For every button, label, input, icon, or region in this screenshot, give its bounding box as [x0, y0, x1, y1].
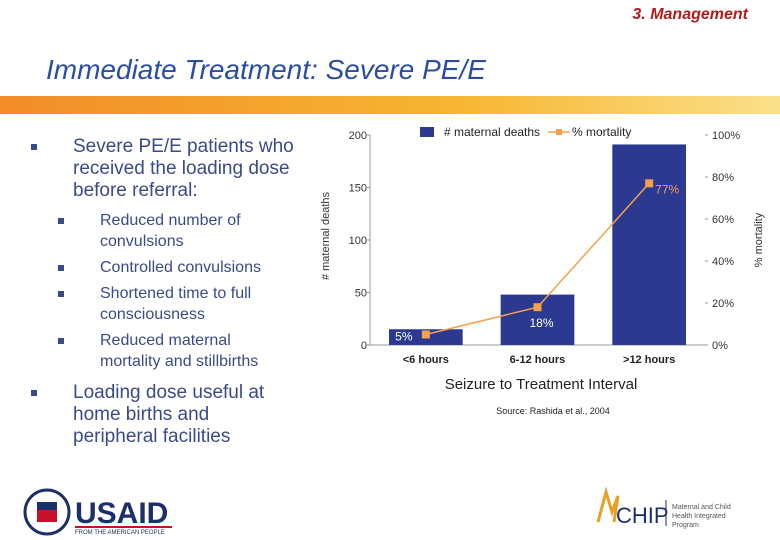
section-label: 3. Management — [632, 6, 748, 23]
bullet-text: Severe PE/E patients who received the lo… — [73, 136, 294, 201]
y2-tick-label: 80% — [712, 172, 734, 184]
bullet-list: Severe PE/E patients who received the lo… — [28, 136, 318, 448]
sub-bullet-marker — [58, 338, 64, 344]
mchip-tagline: Maternal and Child Health Integrated Pro… — [672, 504, 731, 529]
legend-label: % mortality — [572, 125, 631, 139]
x-tick-label: >12 hours — [623, 354, 675, 366]
chart-caption: Seizure to Treatment Interval — [445, 376, 638, 393]
usaid-seal-shield-top — [37, 502, 57, 510]
usaid-tagline: FROM THE AMERICAN PEOPLE — [75, 530, 165, 536]
line-marker — [421, 330, 430, 339]
x-tick-label: <6 hours — [403, 354, 449, 366]
y-axis-label: # maternal deaths — [320, 191, 332, 280]
y2-tick-label: 0% — [712, 340, 728, 352]
x-tick-label: 6-12 hours — [510, 354, 566, 366]
sub-bullet-text: Controlled convulsions — [100, 259, 261, 276]
sub-bullet-marker — [58, 265, 64, 271]
y-tick-label: 50 — [355, 288, 367, 300]
sub-bullet: Shortened time to full consciousness — [28, 283, 290, 325]
mchip-wordmark: CHIP — [616, 503, 669, 528]
value-label: 18% — [529, 316, 553, 330]
legend-swatch-marker — [556, 129, 562, 135]
bullet-marker — [31, 144, 37, 150]
y-tick-label: 100 — [349, 235, 367, 247]
y2-tick-label: 20% — [712, 298, 734, 310]
line-marker — [645, 179, 654, 188]
mchip-mark — [596, 486, 620, 523]
y2-tick-label: 100% — [712, 130, 740, 142]
bullet-marker — [31, 390, 37, 396]
y-tick-label: 150 — [349, 183, 367, 195]
y2-axis-label: % mortality — [753, 212, 765, 267]
value-label: 5% — [395, 330, 413, 344]
sub-bullet: Controlled convulsions — [28, 257, 290, 278]
y-tick-label: 200 — [349, 130, 367, 142]
y2-tick-label: 40% — [712, 256, 734, 268]
chart-source: Source: Rashida et al., 2004 — [496, 406, 610, 416]
sub-bullet-marker — [58, 218, 64, 224]
bullet: Loading dose useful at home births and p… — [28, 382, 273, 448]
slide-title: Immediate Treatment: Severe PE/E — [46, 54, 486, 85]
y-tick-label: 0 — [361, 340, 367, 352]
sub-bullet: Reduced number of convulsions — [28, 210, 290, 252]
sub-list: Reduced number of convulsions Controlled… — [28, 210, 318, 372]
sub-bullet-marker — [58, 291, 64, 297]
bar — [500, 294, 575, 345]
line-marker — [533, 303, 542, 312]
bullet: Severe PE/E patients who received the lo… — [28, 136, 318, 202]
bar — [612, 144, 687, 345]
sub-bullet-text: Reduced number of convulsions — [100, 212, 241, 250]
y2-tick-label: 60% — [712, 214, 734, 226]
value-label: 77% — [655, 182, 679, 196]
legend-swatch — [420, 127, 434, 137]
bullet-text: Loading dose useful at home births and p… — [73, 382, 265, 447]
legend-label: # maternal deaths — [444, 125, 540, 139]
usaid-wordmark: USAID — [75, 497, 168, 530]
header-band — [0, 96, 780, 114]
sub-bullet-text: Shortened time to full consciousness — [100, 285, 252, 323]
sub-bullet-text: Reduced maternal mortality and stillbirt… — [100, 332, 259, 370]
sub-bullet: Reduced maternal mortality and stillbirt… — [28, 330, 290, 372]
